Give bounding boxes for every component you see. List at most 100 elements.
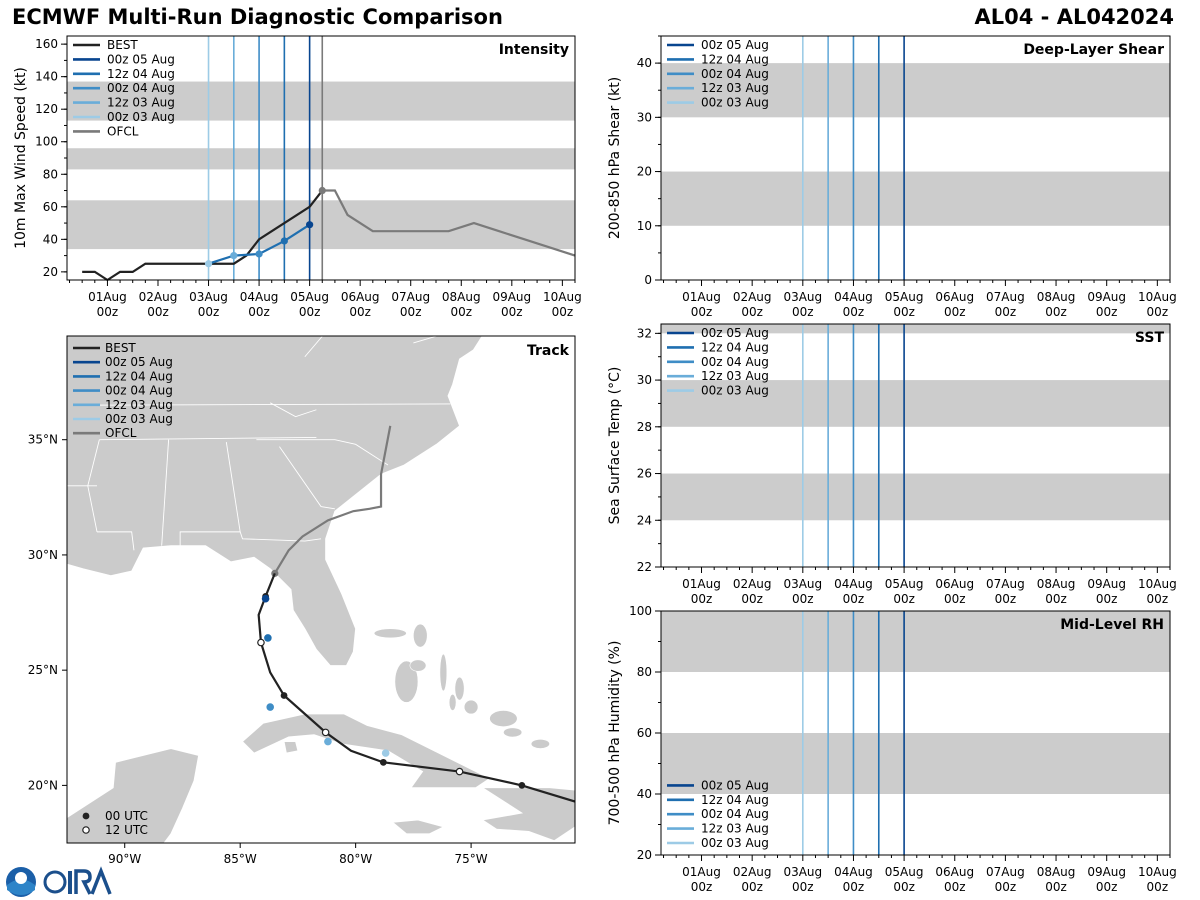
lon-tick-label: 85°W bbox=[224, 852, 257, 866]
legend-12utc-marker bbox=[82, 826, 90, 834]
x-tick-sublabel: 00z bbox=[1147, 305, 1169, 319]
x-tick-sublabel: 00z bbox=[1147, 592, 1169, 606]
x-tick-label: 02Aug bbox=[733, 865, 772, 879]
yucatan-land bbox=[67, 748, 200, 843]
best-track-00utc-point bbox=[280, 692, 288, 699]
threshold-band bbox=[661, 171, 1170, 226]
bahamas-island bbox=[394, 660, 419, 703]
legend-label: 00z 03 Aug bbox=[701, 384, 769, 398]
panel-title: Track bbox=[527, 343, 570, 359]
x-tick-sublabel: 00z bbox=[995, 880, 1017, 894]
run-position-point bbox=[324, 737, 332, 746]
x-tick-sublabel: 00z bbox=[1045, 592, 1067, 606]
x-tick-label: 01Aug bbox=[682, 865, 721, 879]
y-tick-label: 120 bbox=[35, 102, 58, 116]
bahamas-island bbox=[439, 653, 448, 692]
x-tick-sublabel: 00z bbox=[97, 305, 119, 319]
noaa-logo-icon bbox=[6, 867, 36, 897]
x-tick-label: 04Aug bbox=[834, 577, 873, 591]
x-tick-label: 04Aug bbox=[834, 865, 873, 879]
legend-label: 00z 04 Aug bbox=[701, 807, 769, 821]
y-tick-label: 100 bbox=[629, 604, 652, 618]
isle-of-youth-land bbox=[283, 741, 299, 754]
cira-wordmark-icon bbox=[43, 866, 112, 895]
x-tick-label: 09Aug bbox=[1087, 577, 1126, 591]
x-tick-sublabel: 00z bbox=[1096, 880, 1118, 894]
run-position-point bbox=[381, 749, 390, 757]
cira-logo bbox=[6, 866, 112, 897]
x-tick-label: 03Aug bbox=[783, 865, 822, 879]
series-line-ofcl bbox=[322, 189, 576, 257]
bahamas-island bbox=[413, 623, 428, 648]
legend-label: 00z 05 Aug bbox=[701, 326, 769, 340]
x-tick-label: 01Aug bbox=[88, 290, 127, 304]
x-tick-sublabel: 00z bbox=[893, 305, 915, 319]
x-tick-sublabel: 00z bbox=[1147, 880, 1169, 894]
legend-label: OFCL bbox=[107, 124, 139, 138]
x-tick-sublabel: 00z bbox=[691, 880, 713, 894]
threshold-band bbox=[661, 324, 1170, 334]
best-track-12utc-point bbox=[321, 728, 330, 737]
panel-title: Intensity bbox=[499, 42, 569, 58]
track-panel: 90°W 85°W 80°W 75°W 20°N 25°N 30°N 35°N Track BES… bbox=[28, 335, 576, 866]
lat-tick-label: 35°N bbox=[28, 433, 58, 447]
state-border bbox=[97, 531, 135, 551]
x-tick-sublabel: 00z bbox=[1045, 880, 1067, 894]
legend-label: 12 UTC bbox=[105, 823, 148, 837]
series-line-best bbox=[82, 189, 324, 282]
x-tick-sublabel: 00z bbox=[741, 592, 763, 606]
x-tick-label: 07Aug bbox=[986, 290, 1025, 304]
legend-label: 12z 04 Aug bbox=[701, 52, 769, 66]
state-border bbox=[413, 336, 439, 344]
plot-frame bbox=[660, 323, 1171, 568]
x-tick-label: 03Aug bbox=[783, 577, 822, 591]
y-tick-label: 140 bbox=[35, 70, 58, 84]
x-tick-label: 10Aug bbox=[1138, 290, 1177, 304]
x-tick-label: 08Aug bbox=[1037, 865, 1076, 879]
x-tick-sublabel: 00z bbox=[741, 880, 763, 894]
legend-label: 00z 03 Aug bbox=[105, 412, 173, 426]
x-tick-sublabel: 00z bbox=[1096, 305, 1118, 319]
bahamas-island bbox=[530, 738, 550, 749]
legend-label: 00z 05 Aug bbox=[701, 778, 769, 792]
x-tick-label: 06Aug bbox=[935, 865, 974, 879]
x-tick-label: 07Aug bbox=[986, 865, 1025, 879]
x-tick-label: 03Aug bbox=[783, 290, 822, 304]
legend-label: 12z 04 Aug bbox=[107, 67, 175, 81]
y-axis-label: 10m Max Wind Speed (kt) bbox=[13, 67, 29, 249]
lon-tick-label: 90°W bbox=[108, 852, 141, 866]
legend-label: 00z 04 Aug bbox=[701, 67, 769, 81]
plot-frame bbox=[660, 35, 1171, 281]
x-tick-label: 10Aug bbox=[1138, 865, 1177, 879]
x-tick-sublabel: 00z bbox=[792, 880, 814, 894]
threshold-band bbox=[67, 81, 575, 121]
y-tick-label: 24 bbox=[637, 513, 652, 527]
x-tick-sublabel: 00z bbox=[198, 305, 220, 319]
series-point bbox=[306, 221, 314, 229]
x-tick-label: 01Aug bbox=[682, 290, 721, 304]
x-tick-label: 05Aug bbox=[885, 577, 924, 591]
cuba-land bbox=[241, 713, 491, 789]
x-tick-sublabel: 00z bbox=[1096, 592, 1118, 606]
x-tick-label: 02Aug bbox=[139, 290, 178, 304]
x-tick-label: 10Aug bbox=[1138, 577, 1177, 591]
lat-tick-label: 30°N bbox=[28, 548, 58, 562]
run-position-point bbox=[264, 634, 272, 642]
x-tick-label: 09Aug bbox=[492, 290, 531, 304]
x-tick-label: 06Aug bbox=[935, 290, 974, 304]
y-tick-label: 22 bbox=[637, 560, 652, 574]
x-tick-label: 08Aug bbox=[442, 290, 481, 304]
state-border bbox=[269, 402, 317, 418]
x-tick-label: 02Aug bbox=[733, 577, 772, 591]
lon-tick-label: 75°W bbox=[455, 852, 488, 866]
series-point bbox=[255, 250, 263, 258]
x-tick-label: 08Aug bbox=[1037, 577, 1076, 591]
north-america-land bbox=[67, 336, 530, 666]
x-tick-sublabel: 00z bbox=[400, 305, 422, 319]
x-tick-sublabel: 00z bbox=[792, 592, 814, 606]
legend-label: 12z 03 Aug bbox=[105, 398, 173, 412]
threshold-band bbox=[67, 200, 575, 250]
y-tick-label: 80 bbox=[637, 665, 652, 679]
x-tick-sublabel: 00z bbox=[995, 305, 1017, 319]
